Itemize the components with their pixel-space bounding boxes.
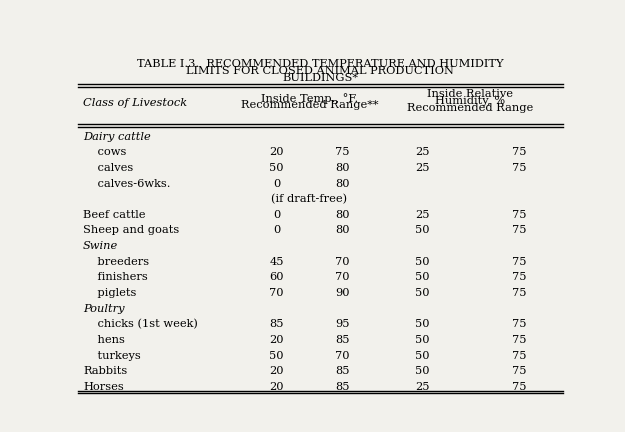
Text: finishers: finishers [83, 273, 148, 283]
Text: Recommended Range: Recommended Range [408, 103, 534, 113]
Text: 50: 50 [415, 288, 429, 298]
Text: 75: 75 [335, 147, 349, 157]
Text: chicks (1st week): chicks (1st week) [83, 319, 198, 330]
Text: 75: 75 [512, 288, 526, 298]
Text: Humidity, %: Humidity, % [436, 96, 506, 106]
Text: 70: 70 [335, 257, 349, 267]
Text: 60: 60 [269, 273, 284, 283]
Text: 85: 85 [335, 382, 349, 392]
Text: 0: 0 [273, 178, 281, 189]
Text: 0: 0 [273, 210, 281, 220]
Text: 75: 75 [512, 382, 526, 392]
Text: 25: 25 [415, 163, 429, 173]
Text: 70: 70 [335, 350, 349, 361]
Text: breeders: breeders [83, 257, 149, 267]
Text: 95: 95 [335, 319, 349, 329]
Text: 20: 20 [269, 335, 284, 345]
Text: Beef cattle: Beef cattle [83, 210, 146, 220]
Text: 20: 20 [269, 147, 284, 157]
Text: 90: 90 [335, 288, 349, 298]
Text: 80: 80 [335, 210, 349, 220]
Text: TABLE I.3.  RECOMMENDED TEMPERATURE AND HUMIDITY: TABLE I.3. RECOMMENDED TEMPERATURE AND H… [137, 59, 504, 69]
Text: 50: 50 [415, 319, 429, 329]
Text: 20: 20 [269, 382, 284, 392]
Text: Inside Relative: Inside Relative [428, 89, 514, 99]
Text: 75: 75 [512, 273, 526, 283]
Text: 50: 50 [415, 350, 429, 361]
Text: 80: 80 [335, 163, 349, 173]
Text: 85: 85 [335, 335, 349, 345]
Text: 50: 50 [415, 366, 429, 376]
Text: 75: 75 [512, 210, 526, 220]
Text: 75: 75 [512, 257, 526, 267]
Text: 80: 80 [335, 226, 349, 235]
Text: 75: 75 [512, 163, 526, 173]
Text: 50: 50 [415, 335, 429, 345]
Text: Inside Temp., °F.: Inside Temp., °F. [261, 93, 358, 104]
Text: 50: 50 [269, 163, 284, 173]
Text: 70: 70 [335, 273, 349, 283]
Text: 50: 50 [415, 257, 429, 267]
Text: LIMITS FOR CLOSED ANIMAL PRODUCTION: LIMITS FOR CLOSED ANIMAL PRODUCTION [186, 66, 454, 76]
Text: (if draft-free): (if draft-free) [271, 194, 348, 204]
Text: 85: 85 [269, 319, 284, 329]
Text: Dairy cattle: Dairy cattle [83, 132, 151, 142]
Text: Sheep and goats: Sheep and goats [83, 226, 179, 235]
Text: 75: 75 [512, 147, 526, 157]
Text: Poultry: Poultry [83, 304, 124, 314]
Text: 0: 0 [273, 226, 281, 235]
Text: 85: 85 [335, 366, 349, 376]
Text: Class of Livestock: Class of Livestock [83, 98, 187, 108]
Text: calves-6wks.: calves-6wks. [83, 178, 171, 189]
Text: 45: 45 [269, 257, 284, 267]
Text: piglets: piglets [83, 288, 136, 298]
Text: 75: 75 [512, 350, 526, 361]
Text: 25: 25 [415, 382, 429, 392]
Text: 80: 80 [335, 178, 349, 189]
Text: 70: 70 [269, 288, 284, 298]
Text: calves: calves [83, 163, 133, 173]
Text: turkeys: turkeys [83, 350, 141, 361]
Text: 75: 75 [512, 335, 526, 345]
Text: 20: 20 [269, 366, 284, 376]
Text: 75: 75 [512, 366, 526, 376]
Text: Recommended Range**: Recommended Range** [241, 100, 378, 110]
Text: 50: 50 [269, 350, 284, 361]
Text: Horses: Horses [83, 382, 124, 392]
Text: cows: cows [83, 147, 126, 157]
Text: BUILDINGS*: BUILDINGS* [282, 73, 358, 83]
Text: Rabbits: Rabbits [83, 366, 127, 376]
Text: 50: 50 [415, 273, 429, 283]
Text: Swine: Swine [83, 241, 118, 251]
Text: hens: hens [83, 335, 125, 345]
Text: 50: 50 [415, 226, 429, 235]
Text: 75: 75 [512, 319, 526, 329]
Text: 25: 25 [415, 210, 429, 220]
Text: 25: 25 [415, 147, 429, 157]
Text: 75: 75 [512, 226, 526, 235]
